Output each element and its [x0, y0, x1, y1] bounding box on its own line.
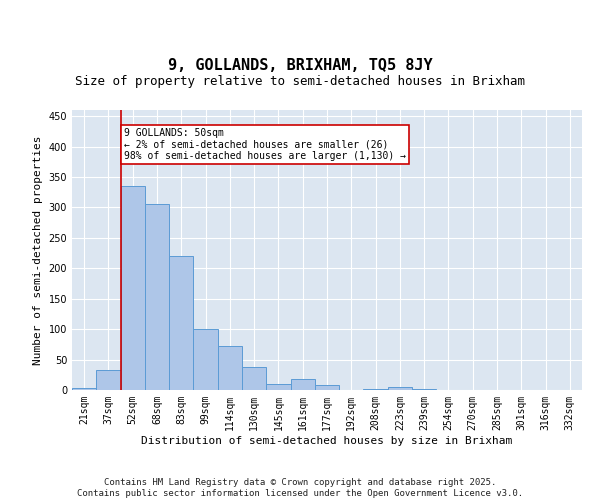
Bar — [193, 329, 218, 390]
Text: Size of property relative to semi-detached houses in Brixham: Size of property relative to semi-detach… — [75, 74, 525, 88]
Bar — [266, 384, 290, 390]
X-axis label: Distribution of semi-detached houses by size in Brixham: Distribution of semi-detached houses by … — [142, 436, 512, 446]
Bar — [169, 256, 193, 390]
Bar — [96, 370, 121, 390]
Bar — [315, 384, 339, 390]
Y-axis label: Number of semi-detached properties: Number of semi-detached properties — [33, 135, 43, 365]
Bar — [290, 379, 315, 390]
Bar — [218, 346, 242, 390]
Bar — [72, 388, 96, 390]
Text: 9 GOLLANDS: 50sqm
← 2% of semi-detached houses are smaller (26)
98% of semi-deta: 9 GOLLANDS: 50sqm ← 2% of semi-detached … — [124, 128, 406, 162]
Text: 9, GOLLANDS, BRIXHAM, TQ5 8JY: 9, GOLLANDS, BRIXHAM, TQ5 8JY — [167, 58, 433, 72]
Bar — [388, 387, 412, 390]
Text: Contains HM Land Registry data © Crown copyright and database right 2025.
Contai: Contains HM Land Registry data © Crown c… — [77, 478, 523, 498]
Bar — [242, 368, 266, 390]
Bar — [121, 186, 145, 390]
Bar — [145, 204, 169, 390]
Bar — [364, 389, 388, 390]
